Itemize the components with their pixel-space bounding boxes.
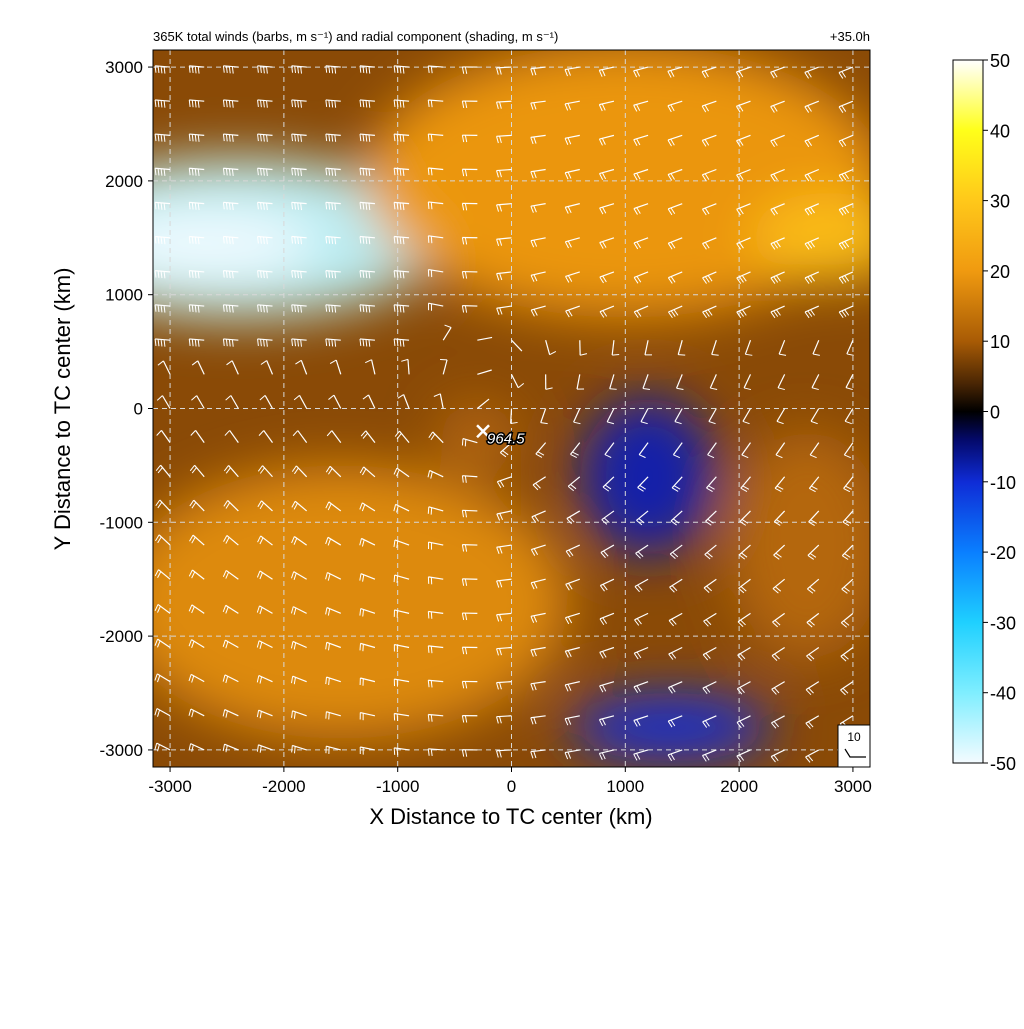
x-tick-label: 1000 xyxy=(606,777,644,796)
colorbar-tick-label: -50 xyxy=(990,754,1016,774)
x-axis-label: X Distance to TC center (km) xyxy=(369,804,652,829)
colorbar-tick-label: 30 xyxy=(990,192,1010,212)
y-tick-label: 3000 xyxy=(105,58,143,77)
colorbar-ticks: 50 40 30 20 10 0 -10 -20 -30 -40 -50 xyxy=(983,51,1016,774)
y-axis-ticks: -3000 -2000 -1000 0 1000 2000 3000 xyxy=(100,58,153,760)
x-tick-label: 3000 xyxy=(834,777,872,796)
colorbar-tick-label: -10 xyxy=(990,473,1016,493)
colorbar-tick-label: -40 xyxy=(990,684,1016,704)
forecast-hour: +35.0h xyxy=(830,29,870,44)
shading-region-6 xyxy=(568,693,773,761)
barb-reference-key: 10 xyxy=(838,725,870,767)
plot-area xyxy=(34,44,910,767)
y-tick-label: -3000 xyxy=(100,741,143,760)
colorbar-gradient xyxy=(953,60,983,763)
y-tick-label: 0 xyxy=(134,400,143,419)
x-axis-ticks: -3000 -2000 -1000 0 1000 2000 3000 xyxy=(148,767,872,796)
colorbar-tick-label: 50 xyxy=(990,51,1010,71)
colorbar-tick-label: 10 xyxy=(990,332,1010,352)
x-tick-label: -2000 xyxy=(262,777,305,796)
y-tick-label: 2000 xyxy=(105,172,143,191)
barb-reference-label: 10 xyxy=(847,730,861,744)
x-tick-label: -1000 xyxy=(376,777,419,796)
x-tick-label: -3000 xyxy=(148,777,191,796)
shading-region-7 xyxy=(728,431,887,659)
colorbar-tick-label: -20 xyxy=(990,543,1016,563)
colorbar-tick-label: 0 xyxy=(990,403,1000,423)
colorbar-tick-label: 20 xyxy=(990,262,1010,282)
y-axis-label: Y Distance to TC center (km) xyxy=(50,268,75,551)
central-pressure-label: 964.5 xyxy=(487,430,525,447)
x-tick-label: 2000 xyxy=(720,777,758,796)
y-tick-label: 1000 xyxy=(105,286,143,305)
y-tick-label: -1000 xyxy=(100,513,143,532)
shading-region-3 xyxy=(751,192,910,283)
chart-title: 365K total winds (barbs, m s⁻¹) and radi… xyxy=(153,29,558,44)
colorbar-tick-label: -30 xyxy=(990,613,1016,633)
shading-region-4 xyxy=(113,465,568,738)
colorbar: 50 40 30 20 10 0 -10 -20 -30 -40 -50 xyxy=(953,51,1016,774)
colorbar-tick-label: 40 xyxy=(990,121,1010,141)
y-tick-label: -2000 xyxy=(100,627,143,646)
x-tick-label: 0 xyxy=(507,777,516,796)
